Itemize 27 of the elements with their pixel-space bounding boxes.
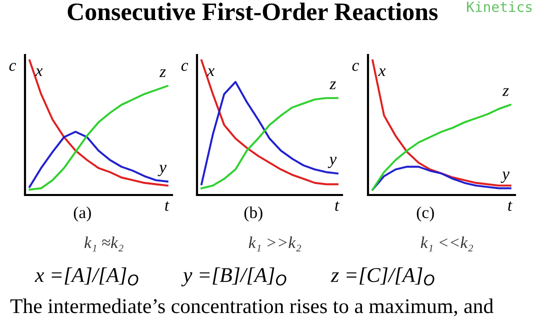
text: k₁ >>k₂ — [248, 236, 301, 252]
y-axis-title: c — [352, 62, 359, 71]
series-label: x — [378, 68, 386, 76]
series-label: y — [158, 164, 167, 176]
x-axis-title: t — [508, 201, 512, 211]
x-axis-title: t — [335, 201, 340, 211]
text: k₁ ≈k₂ — [84, 236, 124, 252]
series-label: z — [330, 81, 336, 90]
series-label: z — [159, 69, 166, 78]
text: x =[A]/[A]$_{O}$ — [34, 267, 138, 286]
y-axis-title: c — [9, 62, 16, 71]
x-axis-title: t — [165, 201, 170, 211]
series-label: x — [206, 68, 214, 76]
text: z =[C]/[A]$_{O}$ — [330, 267, 434, 286]
text: (a) — [74, 206, 91, 222]
text: y =[B]/[A]$_{O}$ — [181, 267, 286, 286]
text: Consecutive First-Order Reactions — [68, 2, 438, 20]
series-label: y — [328, 156, 337, 168]
series-label: y — [500, 172, 510, 183]
text: (b) — [244, 206, 262, 222]
text: k₁ <<k₂ — [420, 236, 473, 252]
series-label: z — [502, 88, 509, 96]
series-label: x — [35, 68, 43, 76]
text: The intermediate’s concentration rises to a maximum, and — [10, 298, 494, 316]
text: Kinetics — [467, 1, 532, 12]
y-axis-title: c — [181, 62, 188, 71]
text: (c) — [416, 206, 434, 222]
